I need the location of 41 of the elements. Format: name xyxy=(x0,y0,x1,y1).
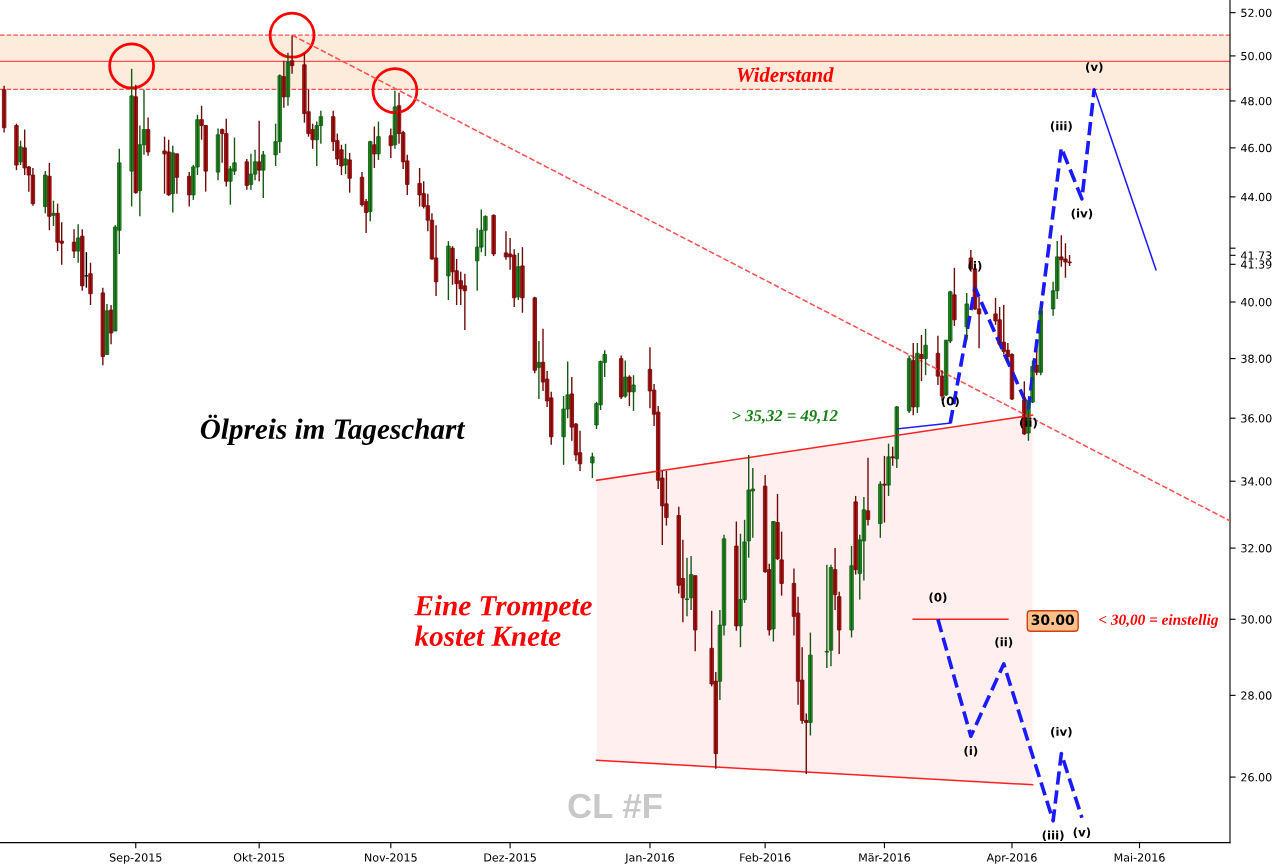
x-tick-label: Nov-2015 xyxy=(365,853,417,862)
annotation: (0) xyxy=(929,592,947,604)
annotation: (v) xyxy=(1086,62,1103,73)
annotation: (iii) xyxy=(1050,121,1072,132)
annotation: (ii) xyxy=(1020,417,1037,429)
annotation: > 35,32 = 49,12 xyxy=(732,410,838,424)
annotation: (ii) xyxy=(995,637,1013,648)
y-tick-label: 48.00 xyxy=(1240,96,1272,106)
y-tick-label: 32.00 xyxy=(1241,544,1272,553)
annotation: < 30,00 = einstellig xyxy=(1099,614,1219,628)
annotation: (0) xyxy=(941,396,959,407)
y-tick-label: 41.39 xyxy=(1240,260,1272,269)
annotation: Eine Trompete kostet Knete xyxy=(414,595,592,647)
y-tick-label: 52.00 xyxy=(1241,8,1272,18)
y-tick-label: 36.00 xyxy=(1241,414,1272,423)
y-tick-label: 28.00 xyxy=(1241,691,1272,700)
y-tick-label: 26.00 xyxy=(1241,773,1272,782)
annotation: 30.00 xyxy=(1031,614,1075,626)
y-tick-label: 41.73 xyxy=(1240,251,1272,260)
annotation: (iii) xyxy=(1042,830,1064,842)
x-tick-label: Okt-2015 xyxy=(233,853,285,862)
annotation: (iv) xyxy=(1071,208,1093,220)
y-tick-label: 44.00 xyxy=(1240,192,1272,202)
annotation: (iv) xyxy=(1051,726,1072,738)
x-tick-label: Apr-2016 xyxy=(986,853,1037,864)
x-tick-label: Dez-2015 xyxy=(484,853,536,862)
y-tick-label: 40.00 xyxy=(1240,297,1272,307)
x-tick-label: Mai-2016 xyxy=(1114,853,1165,862)
x-tick-label: Sep-2015 xyxy=(109,853,162,864)
x-tick-label: Mär-2016 xyxy=(859,853,911,862)
y-tick-label: 38.00 xyxy=(1241,354,1272,363)
y-tick-label: 46.00 xyxy=(1240,143,1272,153)
y-tick-label: 34.00 xyxy=(1241,477,1272,486)
x-tick-label: Feb-2016 xyxy=(740,853,791,862)
x-tick-label: Jan-2016 xyxy=(624,853,674,864)
annotation: Widerstand xyxy=(737,67,834,82)
y-tick-label: 30.00 xyxy=(1241,615,1272,624)
annotation: (v) xyxy=(1073,827,1091,838)
text: Ölpreis im Tageschart xyxy=(200,414,466,445)
annotation: (i) xyxy=(964,746,978,757)
y-tick-label: 50.00 xyxy=(1241,51,1272,61)
